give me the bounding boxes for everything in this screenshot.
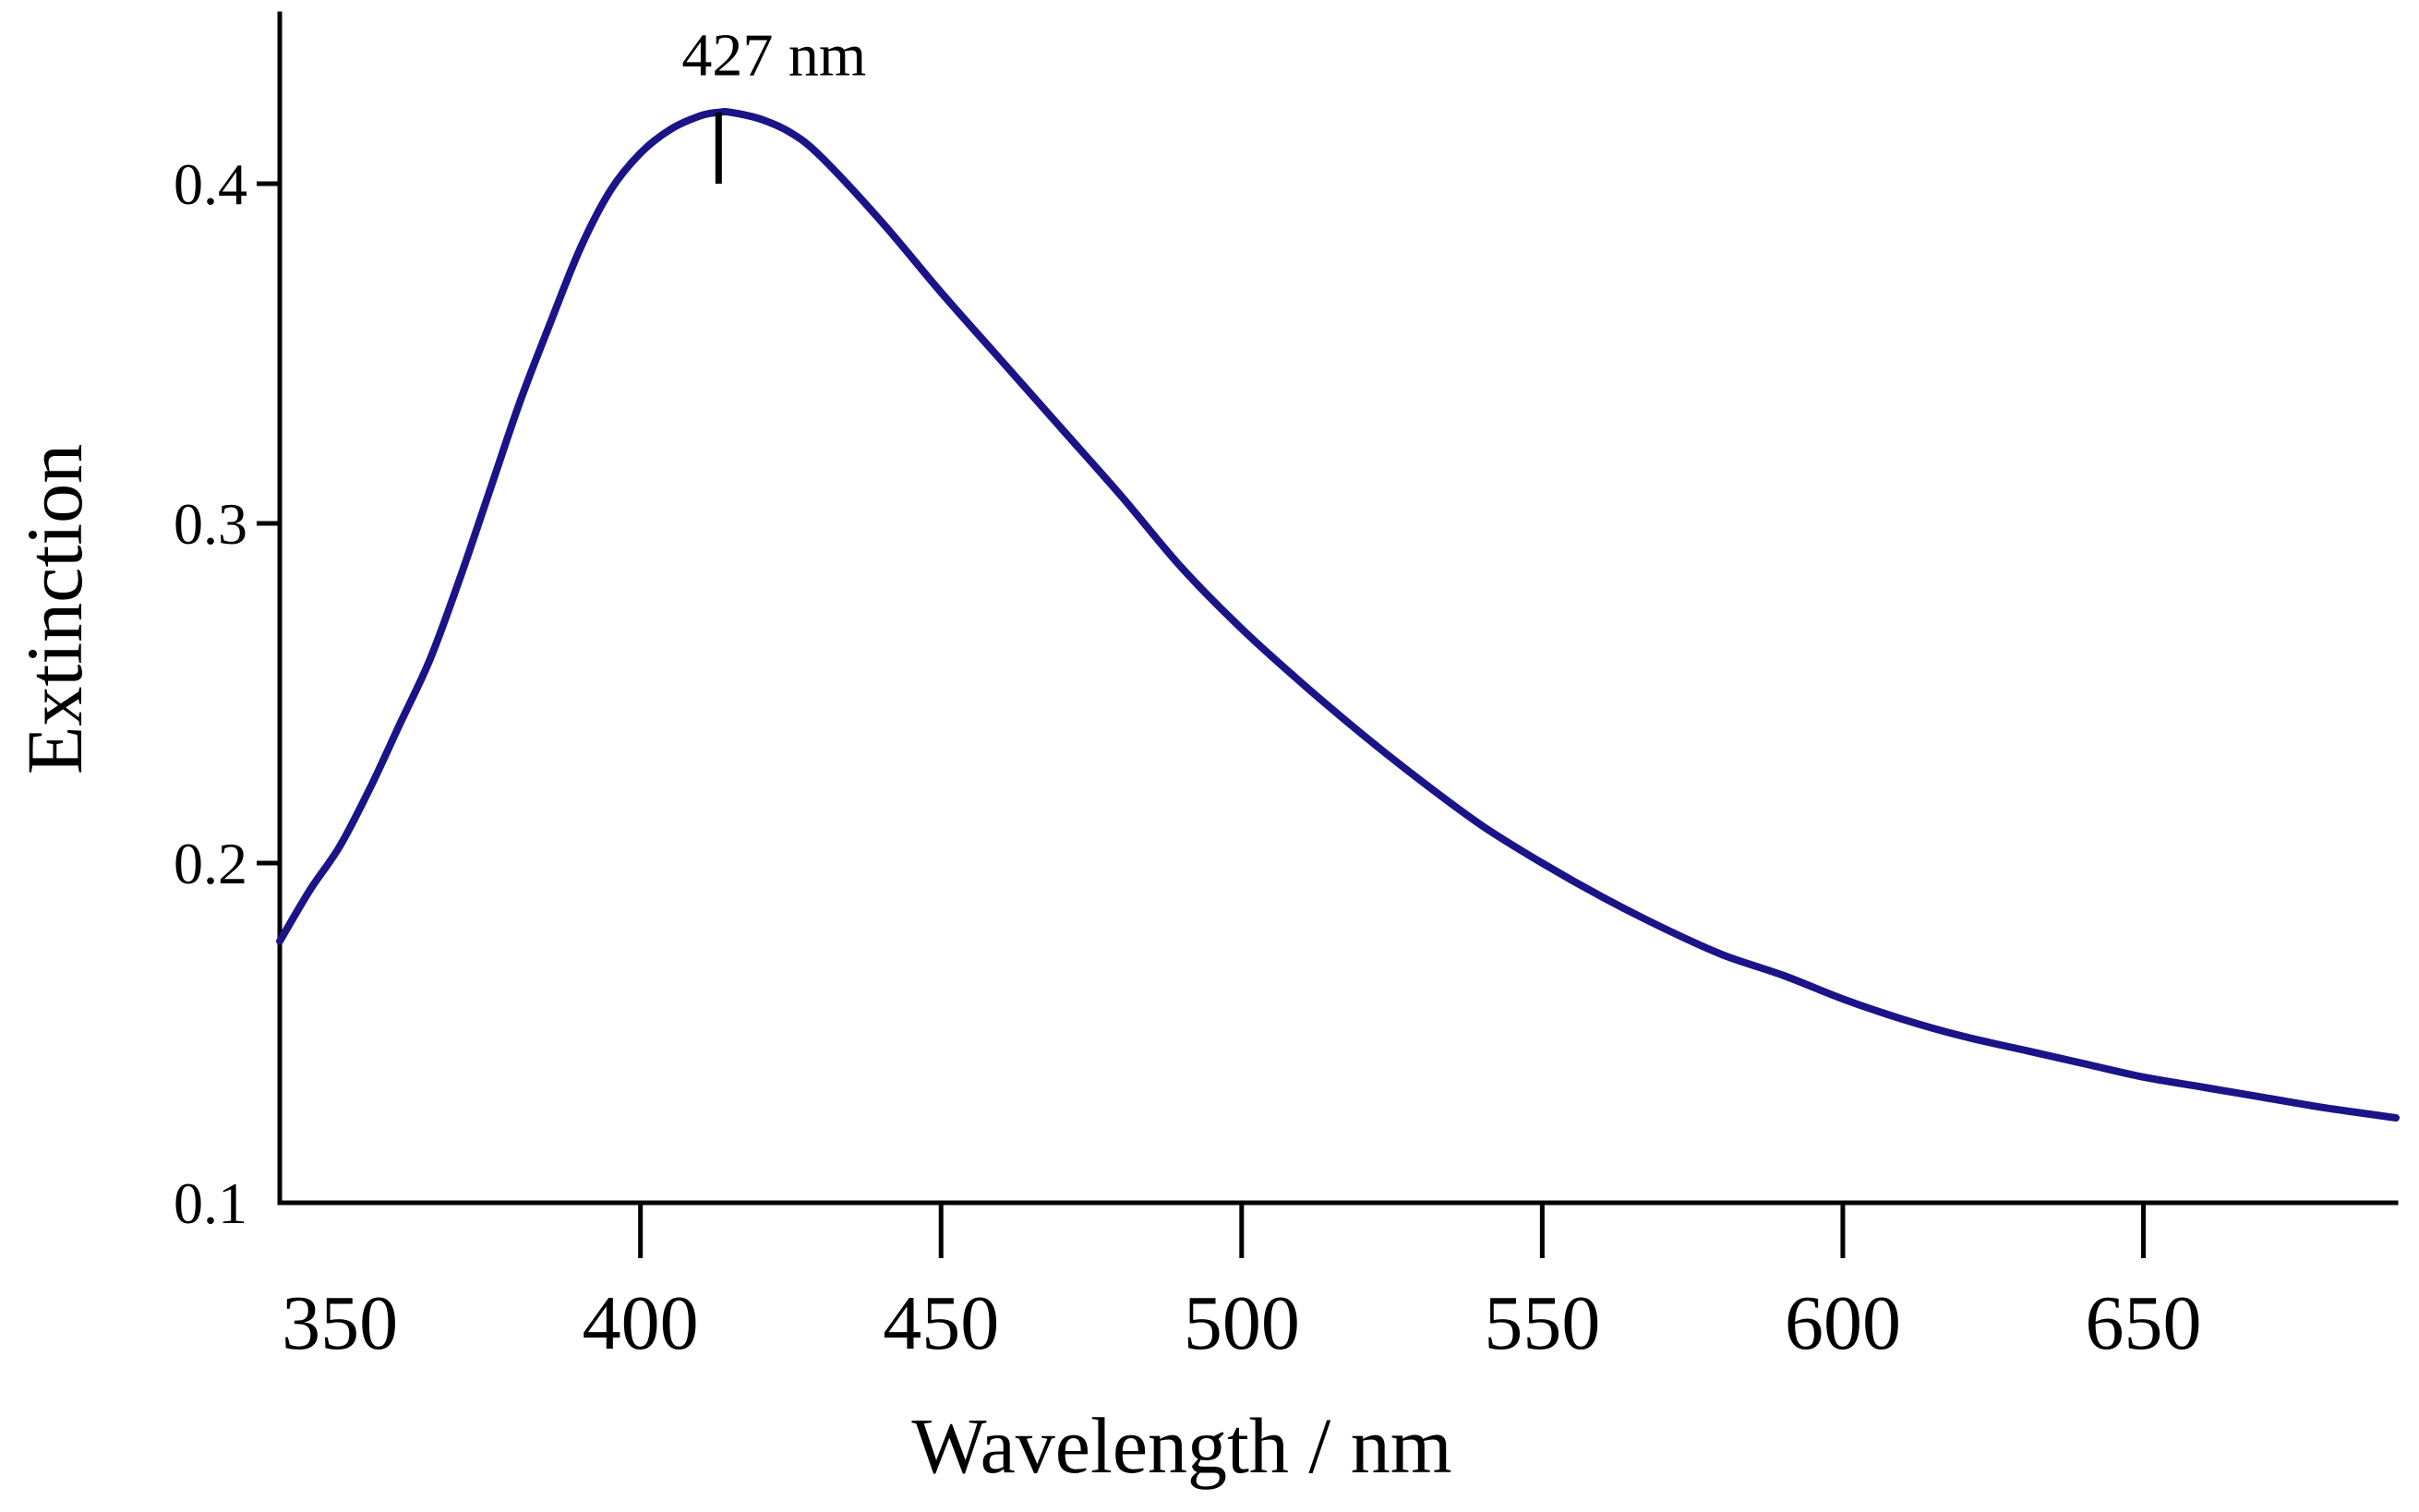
x-tick-label: 650 xyxy=(2086,1280,2202,1366)
extinction-series-line xyxy=(276,108,2400,1122)
y-tick-label: 0.4 xyxy=(174,151,247,217)
x-tick-label: 600 xyxy=(1785,1280,1901,1366)
y-tick-label: 0.2 xyxy=(174,831,247,896)
x-ticks: 350 400 450 500 550 600 650 xyxy=(282,1203,2202,1366)
peak-annotation: 427 nm xyxy=(681,22,866,184)
x-tick-label: 450 xyxy=(883,1280,999,1366)
axes xyxy=(277,11,2399,1206)
x-tick-label: 350 xyxy=(282,1280,398,1366)
x-tick-label: 500 xyxy=(1184,1280,1300,1366)
y-ticks: 0.1 0.2 0.3 0.4 xyxy=(174,151,280,1236)
peak-annotation-label: 427 nm xyxy=(681,22,866,90)
y-tick-label: 0.1 xyxy=(174,1170,247,1236)
x-tick-label: 550 xyxy=(1484,1280,1600,1366)
x-tick-label: 400 xyxy=(583,1280,699,1366)
x-axis-title: Wavelength / nm xyxy=(911,1401,1451,1490)
y-axis-title: Extinction xyxy=(10,444,99,774)
y-tick-label: 0.3 xyxy=(174,491,247,557)
